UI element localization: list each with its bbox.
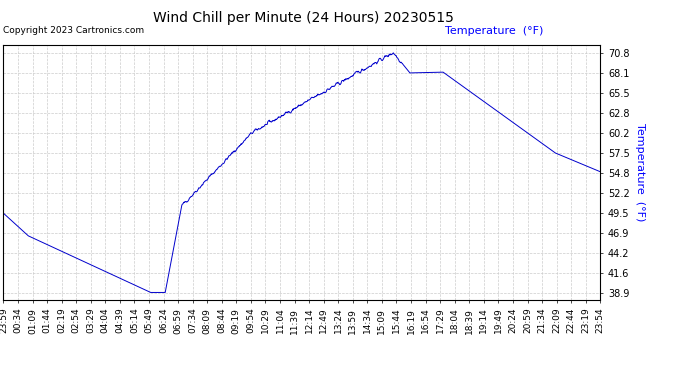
Text: Wind Chill per Minute (24 Hours) 20230515: Wind Chill per Minute (24 Hours) 2023051…	[153, 11, 454, 25]
Text: Temperature  (°F): Temperature (°F)	[445, 26, 544, 36]
Y-axis label: Temperature  (°F): Temperature (°F)	[635, 123, 645, 222]
Text: Copyright 2023 Cartronics.com: Copyright 2023 Cartronics.com	[3, 26, 145, 35]
